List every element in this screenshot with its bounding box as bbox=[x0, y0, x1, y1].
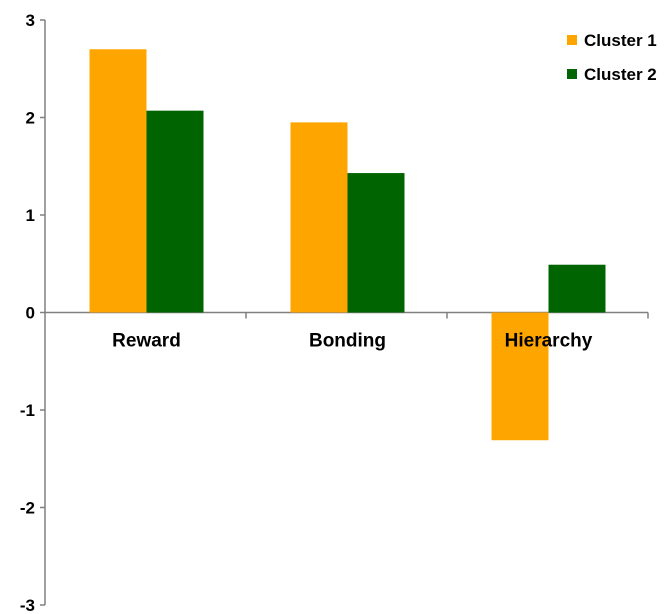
bar-reward-series-2 bbox=[146, 110, 204, 313]
bar-bonding-series-1 bbox=[290, 122, 348, 313]
y-tick-label: -2 bbox=[20, 499, 35, 518]
legend-swatch bbox=[567, 35, 577, 45]
y-tick-label: 1 bbox=[26, 206, 35, 225]
legend-label: Cluster 2 bbox=[584, 65, 657, 84]
y-tick-label: 2 bbox=[26, 109, 35, 128]
labels-layer: Reward Bonding Hierarchy bbox=[112, 331, 593, 352]
x-category-label: Bonding bbox=[309, 331, 386, 352]
y-tick-label: -1 bbox=[20, 401, 35, 420]
bar-bonding-series-2 bbox=[347, 173, 405, 313]
legend-swatch bbox=[567, 69, 577, 79]
x-category-label: Reward bbox=[112, 331, 181, 352]
legend-label: Cluster 1 bbox=[584, 31, 657, 50]
y-tick-label: 3 bbox=[26, 11, 35, 30]
y-tick-label: -3 bbox=[20, 596, 35, 614]
bar-hierarchy-series-2 bbox=[548, 264, 606, 313]
x-category-label: Hierarchy bbox=[505, 331, 593, 352]
legend: Cluster 1 Cluster 2 bbox=[567, 31, 657, 84]
bar-hierarchy-series-1 bbox=[491, 312, 549, 441]
y-tick-label: 0 bbox=[26, 304, 35, 323]
bar-reward-series-1 bbox=[89, 49, 147, 313]
bars-layer bbox=[89, 49, 606, 441]
